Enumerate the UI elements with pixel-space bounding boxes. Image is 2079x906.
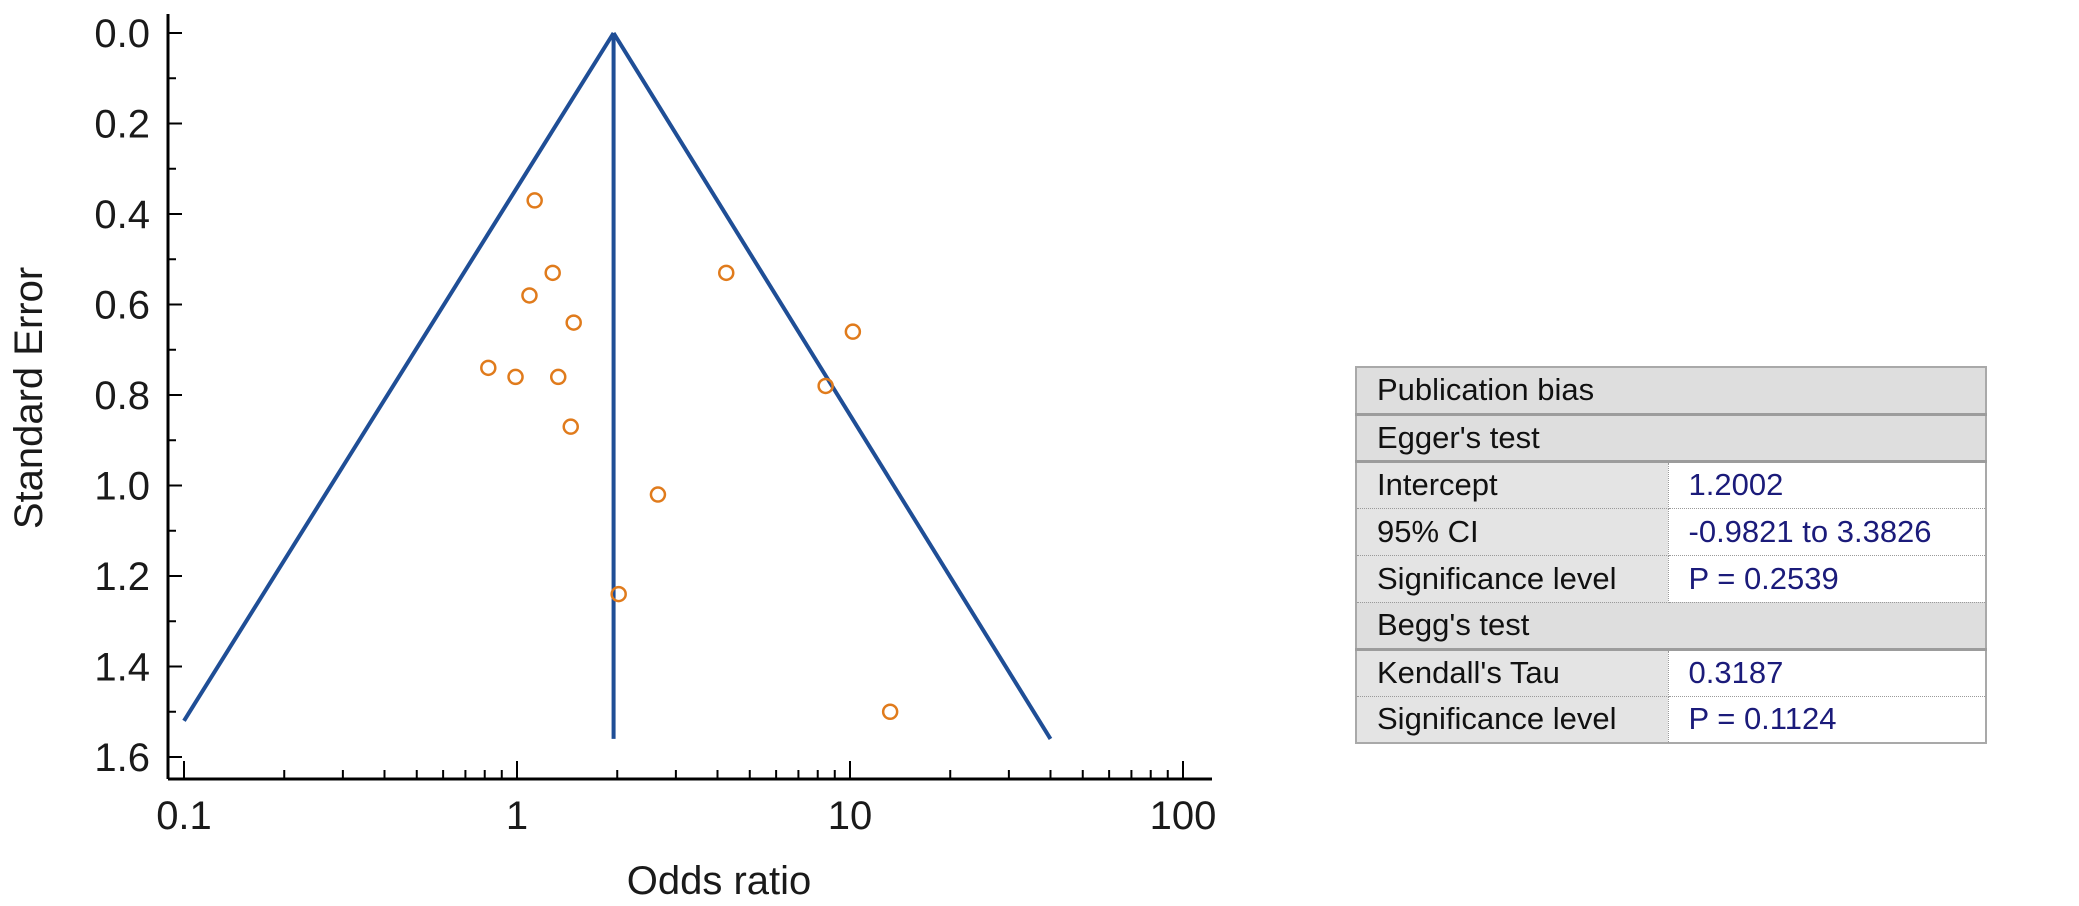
study-point xyxy=(549,368,567,386)
y-tick-label: 1.6 xyxy=(94,736,150,780)
begg-significance-label: Significance level xyxy=(1355,695,1669,744)
study-point xyxy=(526,192,543,209)
table-row: Significance level P = 0.1124 xyxy=(1355,695,1987,744)
x-tick-label: 0.1 xyxy=(156,794,212,838)
egger-significance-label: Significance level xyxy=(1355,554,1669,603)
table-title: Publication bias xyxy=(1355,366,1987,416)
x-tick-label: 100 xyxy=(1150,794,1217,838)
egger-test-heading: Egger's test xyxy=(1355,413,1987,463)
table-row: Begg's test xyxy=(1355,601,1987,651)
study-point xyxy=(565,314,582,331)
egger-significance-value: P = 0.2539 xyxy=(1667,554,1987,603)
study-point xyxy=(507,368,524,386)
table-row: Kendall's Tau 0.3187 xyxy=(1355,648,1987,697)
funnel-left-line xyxy=(182,31,616,722)
table-row: Intercept 1.2002 xyxy=(1355,460,1987,509)
data-points xyxy=(480,192,899,720)
study-point xyxy=(817,377,834,395)
x-tick-label: 10 xyxy=(828,794,873,838)
x-tick-label: 1 xyxy=(506,794,528,838)
study-point xyxy=(544,264,561,282)
axes: 0.0 0.2 0.4 0.6 0.8 1.0 1.2 1.4 1.60.1 1 10 100 xyxy=(94,12,1216,838)
x-axis-title: Odds ratio xyxy=(627,859,812,903)
y-tick-label: 0.8 xyxy=(94,374,150,418)
study-point xyxy=(610,585,627,603)
table-row: 95% CI -0.9821 to 3.3826 xyxy=(1355,507,1987,556)
study-point xyxy=(649,486,667,503)
table-row: Publication bias xyxy=(1355,366,1987,416)
study-point xyxy=(521,287,538,304)
table-row: Significance level P = 0.2539 xyxy=(1355,554,1987,603)
y-tick-label: 0.6 xyxy=(94,284,150,328)
study-point xyxy=(562,418,579,435)
kendall-tau-label: Kendall's Tau xyxy=(1355,648,1669,697)
publication-bias-table: Publication bias Egger's test Intercept … xyxy=(1355,366,1987,744)
study-point xyxy=(844,323,862,340)
y-tick-label: 0.2 xyxy=(94,103,150,147)
study-point xyxy=(718,264,735,282)
y-tick-label: 1.0 xyxy=(94,465,150,509)
table-row: Egger's test xyxy=(1355,413,1987,463)
y-tick-label: 1.2 xyxy=(94,555,150,599)
study-point xyxy=(480,359,497,377)
y-tick-label: 1.4 xyxy=(94,646,150,690)
begg-significance-value: P = 0.1124 xyxy=(1667,695,1987,744)
study-point xyxy=(881,703,899,720)
ci-value: -0.9821 to 3.3826 xyxy=(1667,507,1987,556)
intercept-value: 1.2002 xyxy=(1667,460,1987,509)
intercept-label: Intercept xyxy=(1355,460,1669,509)
ci-label: 95% CI xyxy=(1355,507,1669,556)
y-tick-label: 0.4 xyxy=(94,193,150,237)
begg-test-heading: Begg's test xyxy=(1355,601,1987,651)
y-tick-label: 0.0 xyxy=(94,12,150,56)
kendall-tau-value: 0.3187 xyxy=(1667,648,1987,697)
funnel-lines xyxy=(182,31,1053,740)
y-axis-title: Standard Error xyxy=(7,267,51,529)
